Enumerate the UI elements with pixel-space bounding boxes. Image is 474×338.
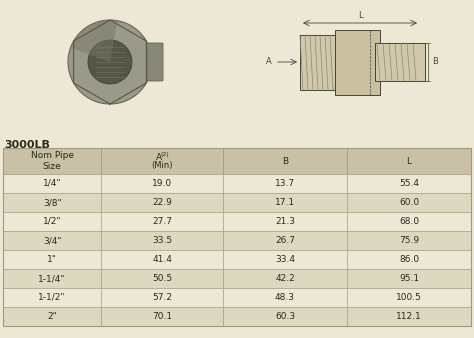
Text: 70.1: 70.1 xyxy=(152,312,172,321)
Text: 1/4": 1/4" xyxy=(43,179,62,188)
Bar xyxy=(347,193,471,212)
Text: 22.9: 22.9 xyxy=(152,198,172,207)
Bar xyxy=(347,212,471,231)
Wedge shape xyxy=(71,20,117,62)
Text: B: B xyxy=(432,57,438,67)
Bar xyxy=(347,231,471,250)
Text: 100.5: 100.5 xyxy=(396,293,422,302)
Bar xyxy=(223,250,347,269)
Text: 48.3: 48.3 xyxy=(275,293,295,302)
Text: (2): (2) xyxy=(161,152,170,157)
Bar xyxy=(347,148,471,174)
Circle shape xyxy=(68,20,152,104)
Bar xyxy=(3,269,101,288)
Bar xyxy=(3,212,101,231)
Bar xyxy=(101,269,223,288)
Text: L: L xyxy=(407,156,411,166)
Text: 60.0: 60.0 xyxy=(399,198,419,207)
Text: 75.9: 75.9 xyxy=(399,236,419,245)
Text: 50.5: 50.5 xyxy=(152,274,172,283)
Bar xyxy=(3,148,471,326)
Bar xyxy=(101,288,223,307)
Text: A: A xyxy=(266,57,272,67)
Text: 55.4: 55.4 xyxy=(399,179,419,188)
Text: 13.7: 13.7 xyxy=(275,179,295,188)
Text: 19.0: 19.0 xyxy=(152,179,172,188)
Bar xyxy=(347,307,471,326)
Text: B: B xyxy=(282,156,288,166)
Text: 60.3: 60.3 xyxy=(275,312,295,321)
Text: L: L xyxy=(358,11,362,20)
Bar xyxy=(347,269,471,288)
Bar xyxy=(375,43,425,81)
Bar xyxy=(101,148,223,174)
Bar xyxy=(223,148,347,174)
Bar xyxy=(101,174,223,193)
Text: 17.1: 17.1 xyxy=(275,198,295,207)
Text: 33.5: 33.5 xyxy=(152,236,172,245)
Text: 68.0: 68.0 xyxy=(399,217,419,226)
Text: A: A xyxy=(156,152,162,162)
Bar xyxy=(3,288,101,307)
Text: Nom Pipe
Size: Nom Pipe Size xyxy=(31,151,73,171)
Bar xyxy=(223,212,347,231)
Bar xyxy=(3,148,101,174)
Bar xyxy=(101,307,223,326)
Text: 1": 1" xyxy=(47,255,57,264)
Text: 26.7: 26.7 xyxy=(275,236,295,245)
Bar xyxy=(223,193,347,212)
Text: 21.3: 21.3 xyxy=(275,217,295,226)
Bar xyxy=(223,231,347,250)
Bar xyxy=(223,174,347,193)
Text: 95.1: 95.1 xyxy=(399,274,419,283)
Bar xyxy=(347,250,471,269)
Text: 1-1/2": 1-1/2" xyxy=(38,293,66,302)
Bar xyxy=(3,193,101,212)
Text: 2": 2" xyxy=(47,312,57,321)
Bar xyxy=(223,288,347,307)
Text: 1-1/4": 1-1/4" xyxy=(38,274,66,283)
Bar xyxy=(101,212,223,231)
Text: 57.2: 57.2 xyxy=(152,293,172,302)
Bar xyxy=(347,174,471,193)
Text: 27.7: 27.7 xyxy=(152,217,172,226)
Text: 3/8": 3/8" xyxy=(43,198,62,207)
Bar xyxy=(101,250,223,269)
Bar xyxy=(300,35,370,90)
Text: 112.1: 112.1 xyxy=(396,312,422,321)
Bar xyxy=(3,250,101,269)
Bar xyxy=(3,174,101,193)
Text: 33.4: 33.4 xyxy=(275,255,295,264)
Bar xyxy=(347,288,471,307)
Bar xyxy=(101,193,223,212)
FancyBboxPatch shape xyxy=(147,43,163,81)
Text: 86.0: 86.0 xyxy=(399,255,419,264)
Text: 41.4: 41.4 xyxy=(152,255,172,264)
Bar xyxy=(335,30,380,95)
Bar xyxy=(3,231,101,250)
Bar xyxy=(223,307,347,326)
Text: 3000LB: 3000LB xyxy=(4,140,50,150)
Bar xyxy=(3,307,101,326)
Text: 42.2: 42.2 xyxy=(275,274,295,283)
Text: 1/2": 1/2" xyxy=(43,217,62,226)
Text: 3/4": 3/4" xyxy=(43,236,62,245)
Bar xyxy=(101,231,223,250)
Circle shape xyxy=(88,40,132,84)
Bar xyxy=(223,269,347,288)
Text: (Min): (Min) xyxy=(151,161,173,170)
